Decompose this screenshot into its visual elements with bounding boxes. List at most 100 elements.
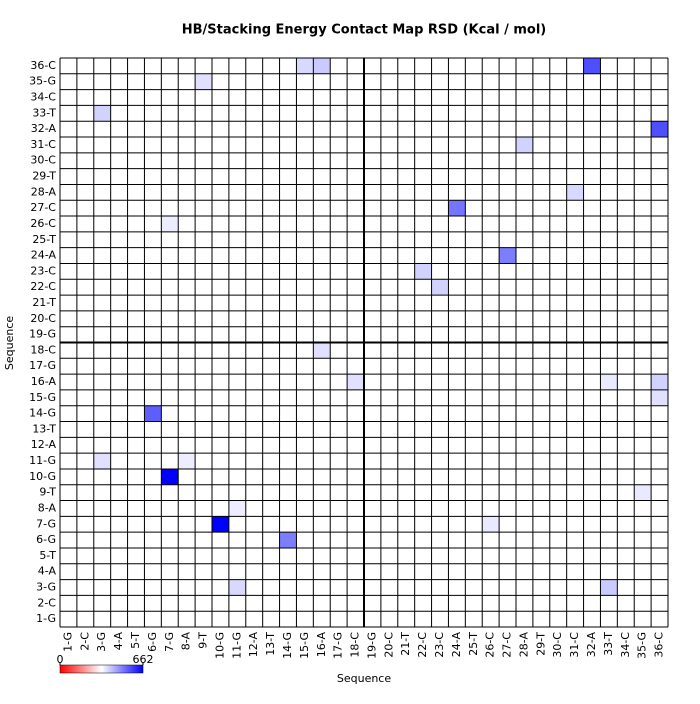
heat-cell xyxy=(228,579,246,596)
x-tick-label: 22-C xyxy=(416,632,429,658)
heat-cell xyxy=(161,216,179,232)
x-tick-label: 21-T xyxy=(399,632,412,656)
x-tick-label: 36-C xyxy=(653,632,666,658)
x-tick-label: 18-C xyxy=(349,632,362,658)
x-tick-label: 6-G xyxy=(146,632,159,652)
x-tick-label: 15-G xyxy=(298,632,311,659)
x-tick-label: 20-C xyxy=(382,632,395,658)
y-tick-label: 4-A xyxy=(38,565,57,578)
y-tick-label: 32-A xyxy=(31,122,57,135)
heat-cell xyxy=(634,484,652,501)
y-tick-label: 14-G xyxy=(29,407,56,420)
x-tick-label: 33-T xyxy=(602,632,615,656)
x-tick-label: 19-G xyxy=(365,632,378,659)
x-tick-label: 11-G xyxy=(230,632,243,659)
x-tick-label: 5-T xyxy=(129,632,142,649)
colorbar xyxy=(59,664,144,674)
heat-cell xyxy=(566,184,584,201)
heat-cell xyxy=(296,58,314,74)
heat-cell xyxy=(482,516,500,533)
heat-cell xyxy=(212,516,229,533)
y-tick-label: 11-G xyxy=(29,454,56,467)
y-tick-label: 18-C xyxy=(30,343,56,356)
x-tick-label: 31-C xyxy=(568,632,581,658)
y-tick-label: 1-G xyxy=(36,612,56,625)
y-tick-label: 3-G xyxy=(36,580,56,593)
y-tick-label: 30-C xyxy=(30,154,56,167)
colorbar-label: 0 xyxy=(57,653,64,666)
heat-cell xyxy=(279,532,297,548)
x-tick-label: 26-C xyxy=(484,632,497,658)
y-tick-label: 9-T xyxy=(39,486,56,499)
heat-cell xyxy=(651,374,668,390)
x-tick-label: 7-G xyxy=(163,632,176,652)
x-tick-label: 2-C xyxy=(78,632,91,651)
heat-cell xyxy=(313,58,331,74)
y-tick-label: 6-G xyxy=(36,533,56,546)
heat-cell xyxy=(600,374,618,390)
y-tick-label: 34-C xyxy=(30,91,56,104)
y-tick-label: 5-T xyxy=(39,549,56,562)
x-tick-label: 35-G xyxy=(636,632,649,659)
y-tick-label: 12-A xyxy=(31,438,57,451)
heat-cell xyxy=(431,279,449,296)
y-tick-label: 27-C xyxy=(30,201,56,214)
x-tick-label: 12-A xyxy=(247,632,260,658)
x-tick-label: 23-C xyxy=(433,632,446,658)
y-tick-label: 25-T xyxy=(32,233,56,246)
heat-cell xyxy=(195,73,212,90)
x-tick-label: 10-G xyxy=(213,632,226,659)
heat-cell xyxy=(651,121,668,138)
heat-cell xyxy=(414,263,432,280)
x-tick-label: 13-T xyxy=(264,632,277,656)
x-tick-label: 27-C xyxy=(501,632,514,658)
x-tick-label: 3-G xyxy=(95,632,108,652)
y-tick-label: 10-G xyxy=(29,470,56,483)
x-tick-label: 14-G xyxy=(281,632,294,659)
chart-title: HB/Stacking Energy Contact Map RSD (Kcal… xyxy=(182,23,546,38)
y-axis-title: Sequence xyxy=(3,316,16,370)
heat-cell xyxy=(448,200,466,217)
x-tick-label: 30-C xyxy=(551,632,564,658)
x-tick-label: 1-G xyxy=(61,632,74,652)
x-tick-label: 32-A xyxy=(585,632,598,658)
heat-cell xyxy=(651,389,668,406)
heat-cell xyxy=(93,453,111,469)
y-tick-label: 29-T xyxy=(32,170,56,183)
y-tick-label: 36-C xyxy=(30,59,56,72)
heat-cell xyxy=(347,374,364,390)
y-tick-label: 33-T xyxy=(32,106,56,119)
y-tick-label: 31-C xyxy=(30,138,56,151)
x-tick-label: 28-A xyxy=(517,632,530,658)
y-tick-label: 24-A xyxy=(31,249,57,262)
y-tick-label: 23-C xyxy=(30,264,56,277)
y-tick-label: 13-T xyxy=(32,422,56,435)
x-tick-label: 29-T xyxy=(534,632,547,656)
heat-cell xyxy=(583,58,601,74)
x-tick-label: 34-C xyxy=(619,632,632,658)
heat-cell xyxy=(178,453,196,469)
heat-cell xyxy=(516,137,533,153)
x-tick-label: 25-T xyxy=(467,632,480,656)
y-tick-label: 28-A xyxy=(31,185,57,198)
heat-cell xyxy=(313,342,331,359)
y-tick-label: 16-A xyxy=(31,375,57,388)
x-tick-label: 17-G xyxy=(332,632,345,659)
y-tick-label: 19-G xyxy=(29,328,56,341)
y-tick-label: 7-G xyxy=(36,517,56,530)
y-tick-label: 26-C xyxy=(30,217,56,230)
heat-cell xyxy=(600,579,618,596)
y-tick-label: 21-T xyxy=(32,296,56,309)
colorbar-label: 662 xyxy=(133,653,154,666)
heat-cell xyxy=(499,247,516,264)
x-tick-label: 16-A xyxy=(315,632,328,658)
heat-cell xyxy=(144,405,162,422)
x-tick-label: 24-A xyxy=(450,632,463,658)
y-tick-label: 20-C xyxy=(30,312,56,325)
heat-cell xyxy=(93,105,111,122)
y-tick-label: 15-G xyxy=(29,391,56,404)
y-tick-label: 17-G xyxy=(29,359,56,372)
x-tick-label: 9-T xyxy=(197,632,210,649)
y-tick-label: 35-G xyxy=(29,75,56,88)
